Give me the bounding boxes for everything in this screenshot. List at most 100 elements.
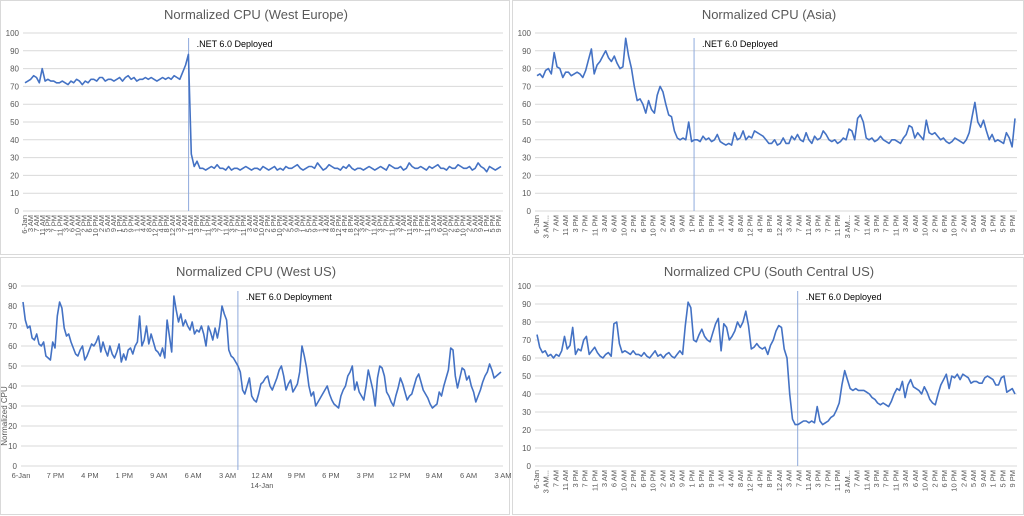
x-tick-label: 11 PM — [833, 470, 842, 491]
x-tick-label: 5 PM — [697, 470, 706, 488]
x-tick-label: 11 AM — [186, 215, 195, 236]
x-tick-label: 11 AM — [38, 215, 47, 236]
x-tick-label: 5 AM — [287, 215, 296, 232]
x-tick-label: 9 PM — [494, 215, 503, 233]
x-tick-label: 1 PM — [687, 215, 696, 233]
y-tick-label: 10 — [10, 189, 19, 198]
x-tick-label: 3 PM — [814, 470, 823, 488]
x-tick-label: 1 PM — [115, 215, 124, 233]
x-tick-label: 7 PM — [581, 470, 590, 488]
x-tick-label: 7 AM — [399, 215, 408, 232]
x-tick-label: 2 AM — [464, 215, 473, 232]
x-tick-label: 6 PM — [269, 215, 278, 233]
x-tick-label: 9 AM — [678, 215, 687, 232]
x-tick-label: 6-Jan — [532, 470, 541, 489]
x-tick-label: 12 AM — [775, 470, 784, 491]
x-tick-label: 3 PM — [571, 470, 580, 488]
x-tick-label: 11 PM — [387, 215, 396, 236]
y-tick-label: 40 — [522, 390, 531, 399]
x-tick-label: 7 PM — [50, 215, 59, 233]
y-tick-label: 60 — [8, 342, 17, 351]
x-tick-label: 7 AM — [794, 215, 803, 232]
x-tick-label: 4 AM — [726, 215, 735, 232]
x-tick-label: 9 AM — [476, 215, 485, 232]
y-tick-label: 100 — [518, 282, 532, 291]
x-tick-label: 3 AM — [26, 215, 35, 232]
y-tick-label: 90 — [522, 47, 531, 56]
x-tick-label: 3 AM... — [843, 470, 852, 493]
x-tick-label: 3 AM — [61, 215, 70, 232]
x-tick-label: 4 AM — [322, 215, 331, 232]
x-tick-label: 6 AM — [435, 215, 444, 232]
x-tick-label: 12 PM — [746, 215, 755, 237]
x-tick-label: 11 AM — [561, 470, 570, 491]
x-tick-label: 3 PM — [44, 215, 53, 233]
x-tick-label: 11 AM — [804, 215, 813, 236]
x-tick-label: 7 PM — [47, 471, 65, 480]
x-tick-label: 6 AM — [911, 215, 920, 232]
x-tick-label: 5 AM — [969, 470, 978, 487]
y-tick-label: 80 — [522, 65, 531, 74]
x-tick-label: 10 AM — [257, 215, 266, 236]
x-tick-label: 10 AM — [619, 470, 628, 491]
x-tick-label: 2 PM — [629, 470, 638, 488]
chart-south-central-us: Normalized CPU (South Central US) 0 10 20 30… — [518, 264, 1017, 493]
x-tick-label: 7 AM — [794, 470, 803, 487]
x-tick-label: 2 AM — [281, 215, 290, 232]
x-tick-label: 3 AM — [785, 470, 794, 487]
x-tick-label: 1 PM — [687, 470, 696, 488]
x-tick-label: 7 PM — [233, 215, 242, 233]
y-tick-label: 70 — [522, 82, 531, 91]
x-tick-label: 9 PM — [310, 215, 319, 233]
x-tick-label: 7 AM — [853, 470, 862, 487]
y-tick-label: 30 — [522, 154, 531, 163]
x-tick-label: 3 PM — [872, 215, 881, 233]
chart-title: Normalized CPU (South Central US) — [664, 264, 874, 279]
x-tick-label: 1 PM — [298, 215, 307, 233]
x-tick-label: 3 PM — [814, 215, 823, 233]
y-tick-label: 70 — [10, 82, 19, 91]
x-tick-label: 1 AM — [717, 470, 726, 487]
x-tick-label: 9 PM — [707, 470, 716, 488]
x-tick-label: 5 AM — [103, 215, 112, 232]
x-tick-label: 6 PM — [639, 215, 648, 233]
x-tick-label: 10 AM — [73, 215, 82, 236]
x-tick-label: 9 AM — [426, 471, 443, 480]
x-tick-label: 6 AM — [185, 471, 202, 480]
x-tick-label: 10 PM — [950, 215, 959, 237]
x-tick-label: 4 AM — [726, 470, 735, 487]
y-tick-label: 0 — [13, 462, 18, 471]
x-tick-label: 1 PM — [482, 215, 491, 233]
x-tick-label: 5 PM — [121, 215, 130, 233]
x-tick-label: 7 AM — [216, 215, 225, 232]
x-tick-label: 11 AM — [561, 215, 570, 236]
x-tick-label: 3 AM... — [542, 470, 551, 493]
x-tick-label: 1 AM — [316, 215, 325, 232]
x-tick-label: 3 AM — [245, 215, 254, 232]
y-axis-label: Normalized CPU — [1, 386, 9, 446]
x-tick-label: 9 AM — [979, 470, 988, 487]
x-tick-label: 3 AM — [600, 470, 609, 487]
x-tick-label: 3 AM — [494, 471, 511, 480]
x-tick-label: 6 AM — [911, 470, 920, 487]
x-tick-label: 7 PM — [823, 215, 832, 233]
x-tick-label: 10 AM — [921, 470, 930, 491]
y-tick-label: 90 — [8, 282, 17, 291]
x-tick-label: 3 AM — [429, 215, 438, 232]
x-tick-label: 4 AM — [139, 215, 148, 232]
x-tick-label: 2 AM — [959, 470, 968, 487]
x-tick-label: 9 AM — [979, 215, 988, 232]
x-tick-label: 1 AM — [717, 215, 726, 232]
y-tick-label: 60 — [10, 100, 19, 109]
chart-west-us: Normalized CPU (West US) 0 10 20 30 40 50 60 70 8… — [1, 264, 511, 490]
x-tick-label: 9 PM — [127, 215, 136, 233]
x-tick-label: 7 PM — [581, 215, 590, 233]
x-tick-label: 10 PM — [649, 470, 658, 492]
x-tick-label: 6 PM — [85, 215, 94, 233]
chart-panel-south-central-us: Normalized CPU (South Central US) 0 10 20 30… — [512, 257, 1024, 515]
x-tick-label: 11 PM — [204, 215, 213, 236]
x-tick-label: 7 PM — [381, 215, 390, 233]
x-tick-label: 4 PM — [340, 215, 349, 233]
x-tick-label: 12 AM — [775, 215, 784, 236]
x-tick-label: 5 PM — [304, 215, 313, 233]
